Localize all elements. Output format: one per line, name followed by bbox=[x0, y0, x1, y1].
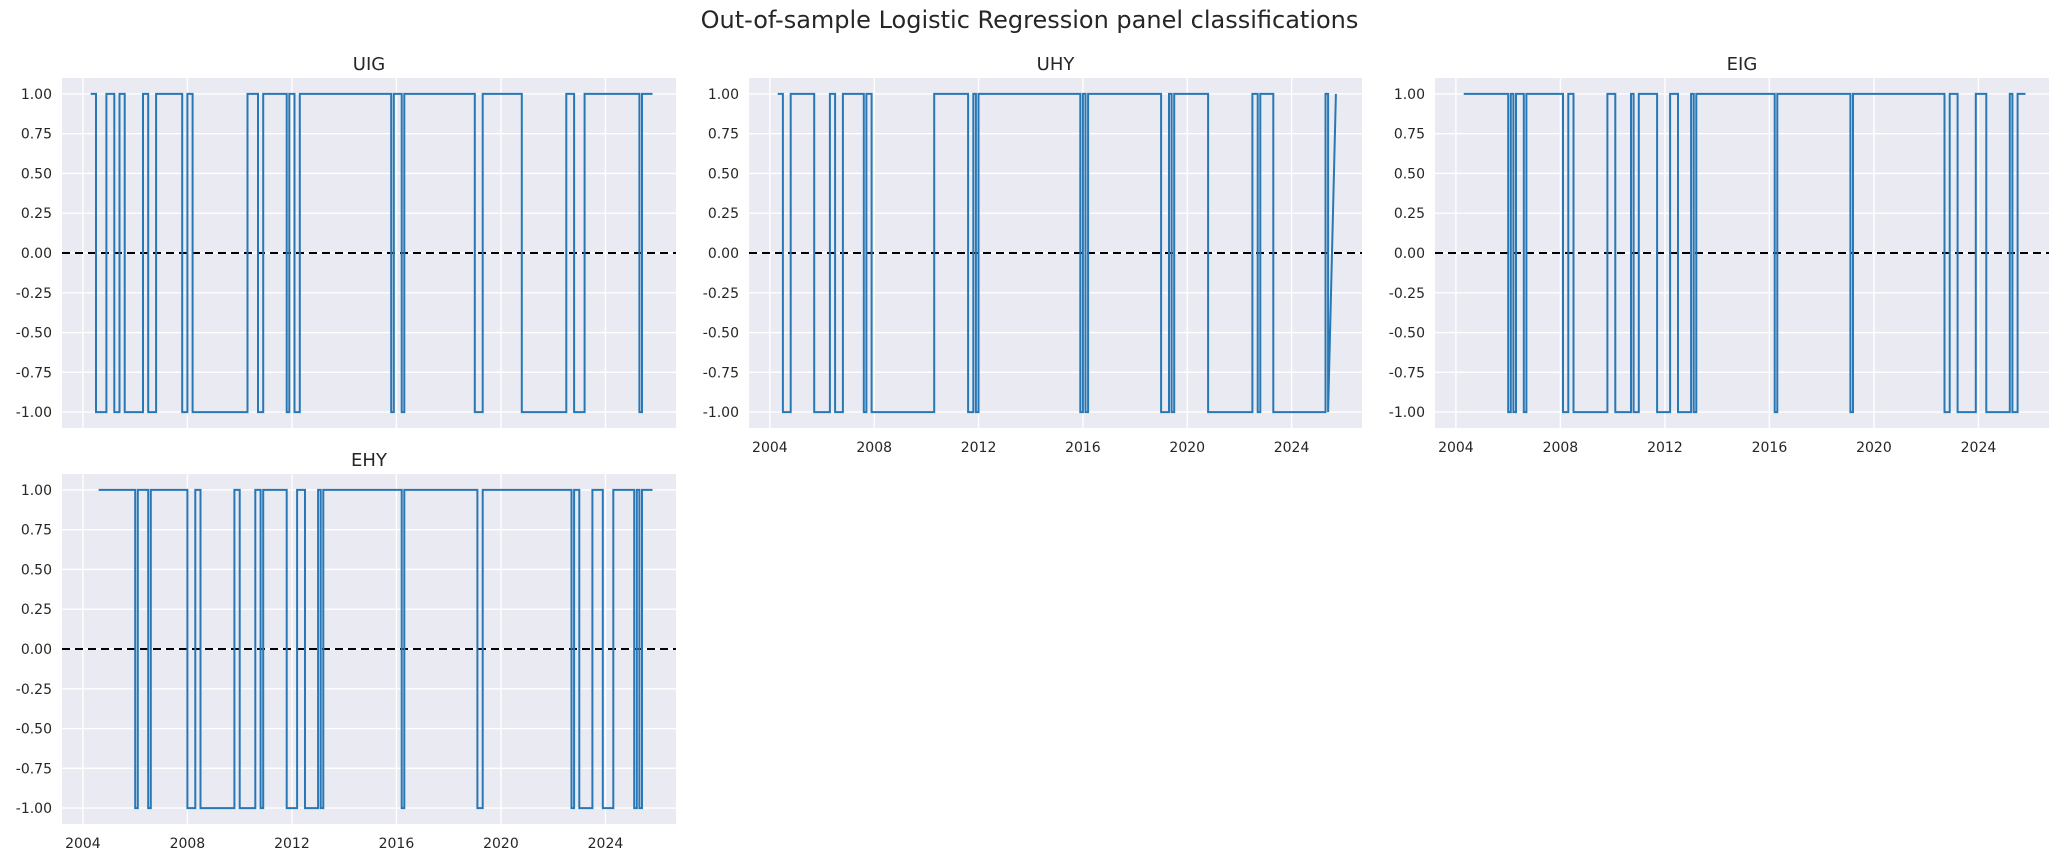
y-tick-label: 0.75 bbox=[708, 127, 739, 143]
panel-eig: EIG 1.00 0.75 0.50 0.25 0.00 -0.25 -0.50 -0.75 -1… bbox=[1389, 54, 2049, 456]
x-tick-label: 2008 bbox=[170, 836, 206, 852]
y-tick-label: -1.00 bbox=[703, 405, 739, 421]
x-tick-label: 2024 bbox=[588, 836, 624, 852]
x-tick-label: 2004 bbox=[65, 836, 101, 852]
x-tick-label: 2012 bbox=[961, 440, 997, 456]
series-line-ehy bbox=[98, 488, 653, 810]
y-tick-label: -0.75 bbox=[703, 365, 739, 381]
x-tick-label: 2024 bbox=[1274, 440, 1310, 456]
y-tick-label: 0.00 bbox=[1394, 246, 1425, 262]
y-tick-label: 1.00 bbox=[21, 87, 52, 103]
x-tick-label: 2020 bbox=[1169, 440, 1205, 456]
y-tick-label: 0.50 bbox=[1394, 166, 1425, 182]
y-tick-label: 1.00 bbox=[708, 87, 739, 103]
x-tick-label: 2012 bbox=[1647, 440, 1683, 456]
panel-title-uhy: UHY bbox=[1037, 54, 1076, 75]
x-tick-label: 2004 bbox=[752, 440, 788, 456]
y-tick-label: -1.00 bbox=[16, 801, 52, 817]
y-tick-label: 0.75 bbox=[21, 523, 52, 539]
y-tick-label: 0.00 bbox=[21, 246, 52, 262]
y-tick-label: 0.50 bbox=[21, 562, 52, 578]
x-tick-label: 2016 bbox=[379, 836, 415, 852]
y-tick-label: 0.50 bbox=[708, 166, 739, 182]
y-tick-label: 0.75 bbox=[1394, 127, 1425, 143]
y-tick-label: 0.00 bbox=[708, 246, 739, 262]
y-tick-label: -1.00 bbox=[1389, 405, 1425, 421]
figure-title: Out-of-sample Logistic Regression panel … bbox=[701, 6, 1359, 34]
y-tick-label: -0.75 bbox=[1389, 365, 1425, 381]
panels: UIG 1.00 0.75 0.50 0.25 0.00 -0.25 -0.50 -0.75 -1… bbox=[16, 54, 2049, 852]
y-tick-label: -0.25 bbox=[16, 682, 52, 698]
series-line-uhy bbox=[777, 92, 1337, 414]
y-tick-label: 0.25 bbox=[21, 206, 52, 222]
y-tick-label: -1.00 bbox=[16, 405, 52, 421]
y-tick-label: -0.50 bbox=[16, 722, 52, 738]
x-tick-label: 2024 bbox=[1961, 440, 1997, 456]
x-tick-label: 2016 bbox=[1065, 440, 1101, 456]
x-tick-label: 2020 bbox=[483, 836, 519, 852]
y-tick-label: 0.25 bbox=[21, 602, 52, 618]
y-tick-label: 0.25 bbox=[1394, 206, 1425, 222]
panel-uig: UIG 1.00 0.75 0.50 0.25 0.00 -0.25 -0.50 -0.75 -1… bbox=[16, 54, 676, 428]
y-tick-label: -0.75 bbox=[16, 761, 52, 777]
panel-title-uig: UIG bbox=[353, 54, 385, 75]
panel-title-ehy: EHY bbox=[351, 450, 388, 471]
y-tick-label: -0.25 bbox=[1389, 286, 1425, 302]
y-tick-label: -0.25 bbox=[16, 286, 52, 302]
panel-uhy: UHY 1.00 0.75 0.50 0.25 0.00 -0.25 -0.50 -0.75 -1… bbox=[703, 54, 1362, 456]
series-line-uig bbox=[90, 92, 653, 414]
y-tick-label: -0.25 bbox=[703, 286, 739, 302]
y-tick-label: 0.25 bbox=[708, 206, 739, 222]
x-tick-label: 2004 bbox=[1438, 440, 1474, 456]
x-tick-label: 2016 bbox=[1752, 440, 1788, 456]
y-tick-label: -0.50 bbox=[16, 326, 52, 342]
x-tick-label: 2008 bbox=[1543, 440, 1579, 456]
y-tick-label: -0.50 bbox=[1389, 326, 1425, 342]
y-tick-label: -0.50 bbox=[703, 326, 739, 342]
series-line-eig bbox=[1463, 92, 2026, 414]
y-tick-label: 0.75 bbox=[21, 127, 52, 143]
x-tick-label: 2020 bbox=[1856, 440, 1892, 456]
y-tick-label: 0.00 bbox=[21, 642, 52, 658]
x-tick-label: 2008 bbox=[856, 440, 892, 456]
y-tick-label: 0.50 bbox=[21, 166, 52, 182]
y-tick-label: -0.75 bbox=[16, 365, 52, 381]
x-tick-label: 2012 bbox=[274, 836, 310, 852]
y-tick-label: 1.00 bbox=[1394, 87, 1425, 103]
panel-ehy: EHY 1.00 0.75 0.50 0.25 0.00 -0.25 -0.50 -0.75 -1… bbox=[16, 450, 676, 852]
y-tick-label: 1.00 bbox=[21, 483, 52, 499]
panel-title-eig: EIG bbox=[1727, 54, 1758, 75]
